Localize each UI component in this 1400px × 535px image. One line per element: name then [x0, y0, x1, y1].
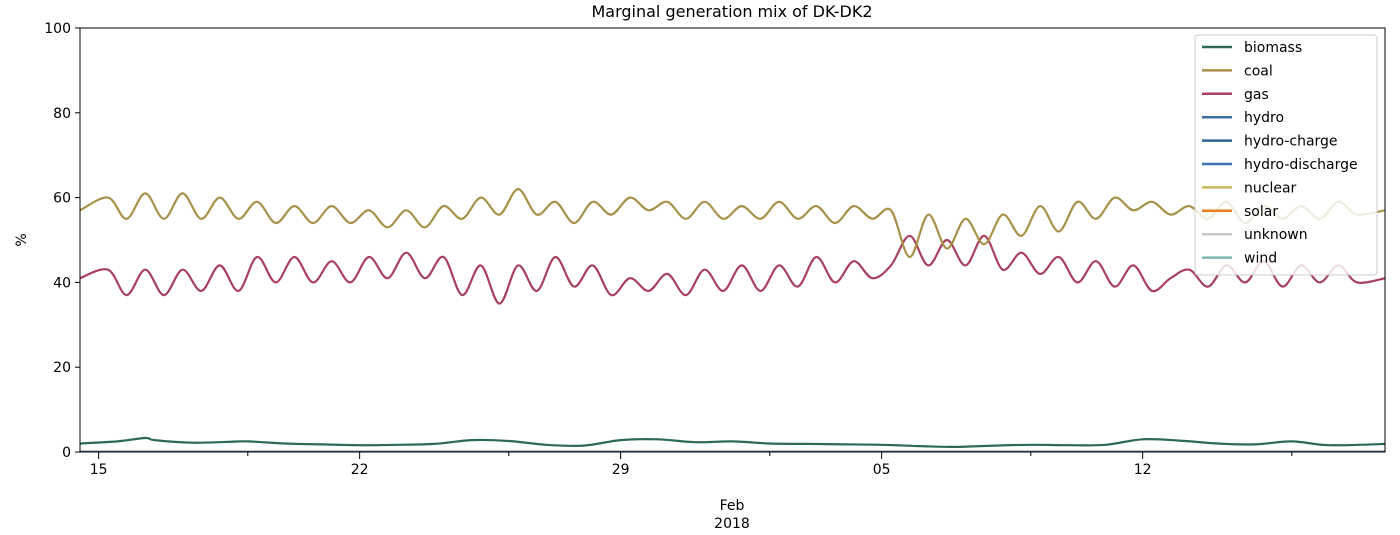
- y-tick-label: 0: [62, 445, 71, 461]
- legend-label-gas: gas: [1244, 87, 1269, 103]
- legend-label-coal: coal: [1244, 63, 1273, 79]
- legend-label-hydro-discharge: hydro-discharge: [1244, 157, 1358, 173]
- legend-label-nuclear: nuclear: [1244, 180, 1297, 196]
- y-axis: 0 20 40 60 80 100: [44, 21, 80, 461]
- legend-label-biomass: biomass: [1244, 40, 1302, 56]
- y-tick-label: 80: [53, 106, 71, 122]
- legend-label-hydro: hydro: [1244, 110, 1284, 126]
- y-tick-label: 100: [44, 21, 71, 37]
- x-axis-label-year: 2018: [714, 516, 750, 532]
- series-line-gas: [80, 234, 1385, 305]
- series-layer: [80, 188, 1385, 452]
- legend-label-solar: solar: [1244, 204, 1278, 220]
- y-tick-label: 20: [53, 360, 71, 376]
- x-tick-label: 15: [90, 462, 108, 478]
- series-line-coal: [80, 188, 1385, 259]
- series-line-biomass: [80, 436, 1385, 449]
- x-tick-label: 29: [612, 462, 630, 478]
- plot-frame: [79, 27, 1386, 453]
- chart-title: Marginal generation mix of DK-DK2: [591, 2, 872, 21]
- y-tick-label: 40: [53, 275, 71, 291]
- y-tick-label: 60: [53, 191, 71, 207]
- legend-label-wind: wind: [1244, 251, 1277, 267]
- x-tick-label: 05: [873, 462, 891, 478]
- legend: biomass coal gas hydro hydro-charge hydro-dis…: [1194, 34, 1378, 276]
- x-tick-label: 12: [1134, 462, 1152, 478]
- legend-label-hydro-charge: hydro-charge: [1244, 134, 1338, 150]
- x-axis: 15 22 29 05 12: [90, 452, 1293, 478]
- legend-label-unknown: unknown: [1244, 227, 1308, 243]
- x-tick-label: 22: [351, 462, 369, 478]
- legend-box: [1194, 34, 1378, 276]
- x-axis-label-month: Feb: [720, 498, 745, 514]
- y-axis-label: %: [14, 233, 30, 246]
